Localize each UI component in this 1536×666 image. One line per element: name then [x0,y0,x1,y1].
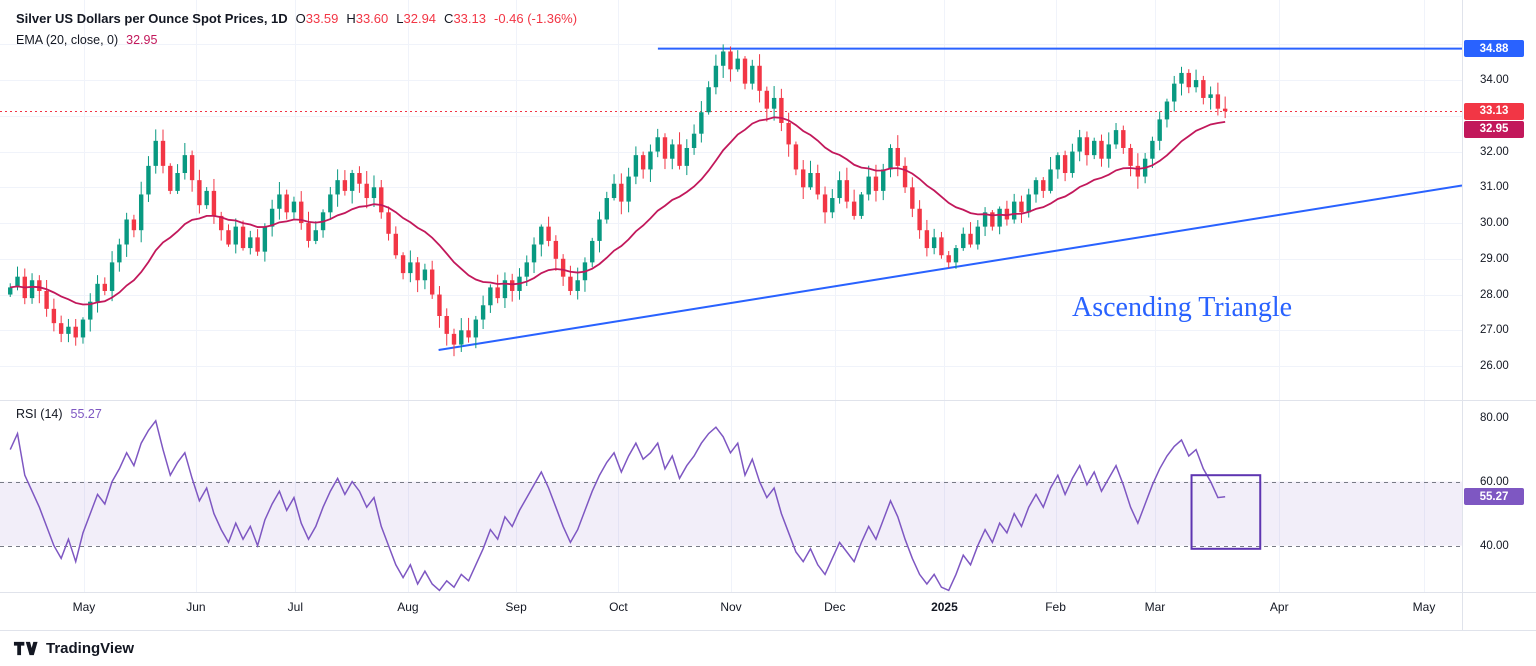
rsi-indicator-label[interactable]: RSI (14) [16,407,63,421]
time-tick-label: Feb [1045,600,1066,614]
rsi-value: 55.27 [70,407,102,421]
last-price-badge: 33.13 [1464,102,1524,120]
price-axis[interactable]: 34.00 32.00 31.00 30.00 29.00 28.00 27.00 26.00… [1463,0,1536,400]
ohlc-low: L32.94 [396,11,437,26]
rsi-value-badge: 55.27 [1464,488,1524,506]
ema-price-badge: 32.95 [1464,120,1524,138]
time-tick-label: Jun [186,600,206,614]
price-tick-label: 26.00 [1480,360,1509,373]
time-tick-label: Mar [1144,600,1166,614]
rsi-tick-label: 80.00 [1480,411,1509,424]
ohlc-high: H33.60 [346,11,389,26]
price-tick-label: 28.00 [1480,288,1509,301]
time-tick-label: May [72,600,96,614]
ema-value: 32.95 [126,33,158,47]
time-tick-label: Sep [505,600,527,614]
time-axis-divider [0,592,1536,593]
ohlc-open: O33.59 [295,11,339,26]
rsi-axis[interactable]: 80.00 60.00 40.00 55.27 [1463,400,1536,592]
rsi-tick-label: 40.00 [1480,539,1509,552]
tradingview-logo-icon[interactable] [13,640,39,657]
ema-indicator-label[interactable]: EMA (20, close, 0) [16,33,119,47]
tradingview-brand[interactable]: TradingView [46,640,135,657]
price-tick-label: 31.00 [1480,181,1509,194]
time-tick-label: Nov [720,600,742,614]
price-tick-label: 27.00 [1480,324,1509,337]
price-tick-label: 34.00 [1480,74,1509,87]
time-tick-label: Apr [1269,600,1289,614]
price-change: -0.46 (-1.36%) [493,11,578,26]
rsi-legend: RSI (14) 55.27 [16,407,102,421]
price-axis-divider [1462,0,1463,630]
resistance-price-badge: 34.88 [1464,40,1524,58]
ascending-triangle-annotation[interactable]: Ascending Triangle [1072,292,1293,323]
price-legend: Silver US Dollars per Ounce Spot Prices,… [16,10,577,49]
time-axis[interactable]: May Jun Jul Aug Sep Oct Nov Dec 2025 Feb Mar Apr May [0,592,1462,630]
rsi-chart-canvas[interactable] [0,400,1462,592]
price-tick-label: 32.00 [1480,145,1509,158]
time-tick-label: Dec [824,600,846,614]
symbol-title[interactable]: Silver US Dollars per Ounce Spot Prices,… [16,11,288,26]
time-tick-label: Oct [609,600,628,614]
price-chart-canvas[interactable] [0,0,1462,400]
time-tick-label: May [1412,600,1436,614]
rsi-tick-label: 60.00 [1480,475,1509,488]
footer-bar: TradingView [0,630,1536,666]
pane-divider[interactable] [0,400,1536,401]
time-tick-label: Jul [287,600,303,614]
time-tick-label: Aug [397,600,419,614]
price-tick-label: 29.00 [1480,252,1509,265]
price-tick-label: 30.00 [1480,217,1509,230]
time-tick-label: 2025 [931,600,958,614]
ohlc-close: C33.13 [444,11,486,26]
